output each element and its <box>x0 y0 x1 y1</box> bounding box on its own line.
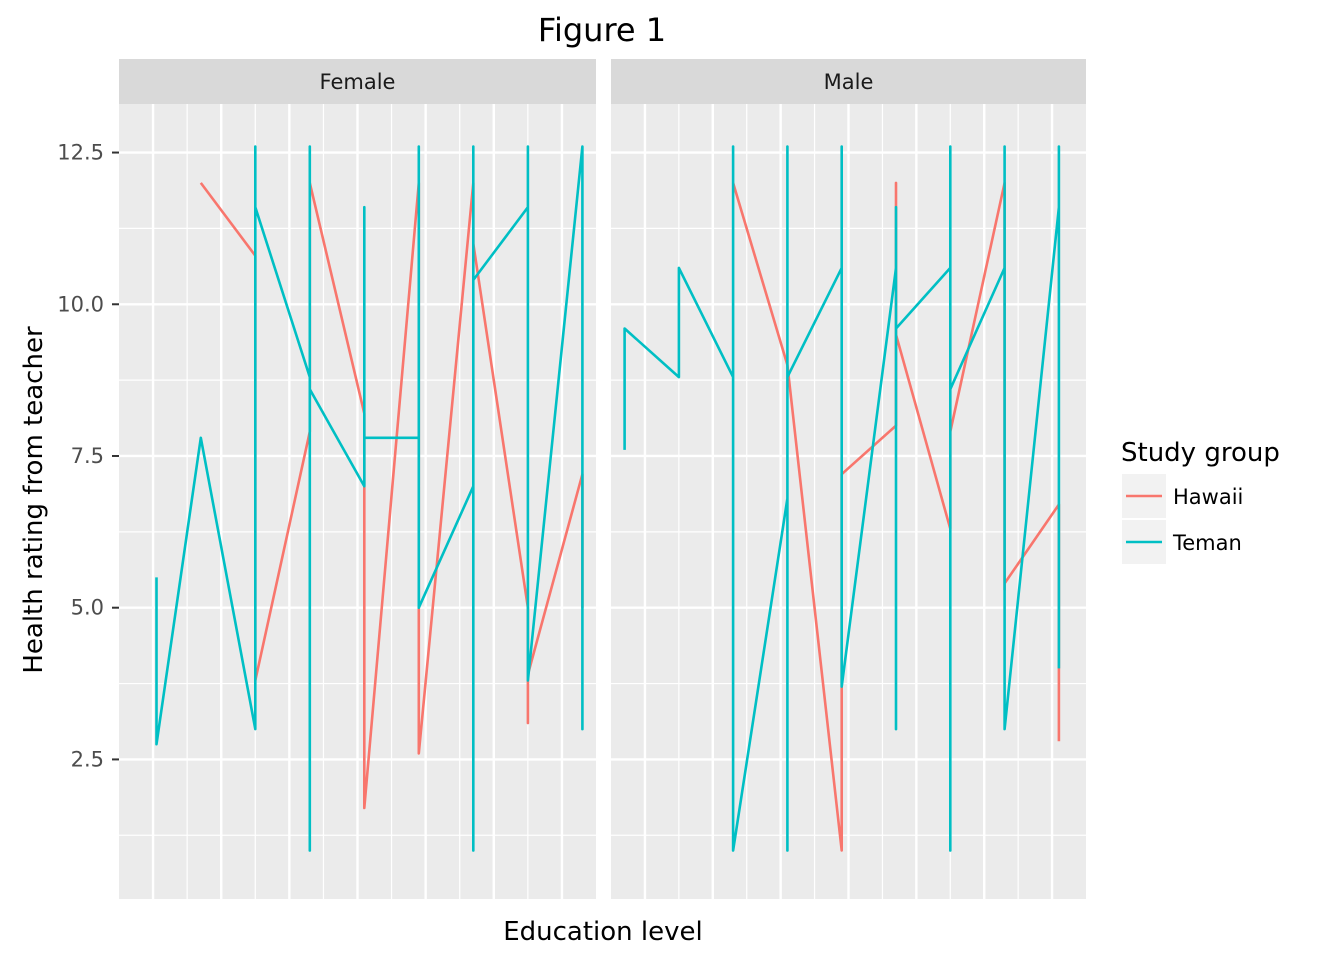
legend-label-hawaii: Hawaii <box>1173 485 1243 509</box>
facet-panel-female: Female <box>119 59 596 899</box>
y-axis: 2.5 5.0 7.5 10.0 12.5 <box>57 141 119 771</box>
y-tick-label: 5.0 <box>71 596 104 620</box>
chart-title: Figure 1 <box>538 11 666 49</box>
facet-panel-male: Male <box>611 59 1086 899</box>
y-tick-label: 7.5 <box>71 444 104 468</box>
facet-strip <box>611 59 1086 104</box>
x-axis-title: Education level <box>503 917 703 947</box>
y-tick-label: 2.5 <box>71 747 104 771</box>
series-line-teman <box>623 145 1061 852</box>
facet-strip <box>119 59 596 104</box>
y-tick-label: 10.0 <box>57 292 104 316</box>
legend-label-teman: Teman <box>1172 531 1242 555</box>
series-line-teman <box>155 145 584 852</box>
series-line-hawaii <box>199 181 584 810</box>
y-tick-label: 12.5 <box>57 141 104 165</box>
y-axis-title: Health rating from teacher <box>19 326 49 674</box>
legend: Study group Hawaii Teman <box>1121 438 1280 564</box>
facet-strip-label: Male <box>824 70 874 94</box>
facet-strip-label: Female <box>320 70 396 94</box>
facet-panels: Female Male <box>119 59 1086 899</box>
legend-title: Study group <box>1121 438 1280 468</box>
